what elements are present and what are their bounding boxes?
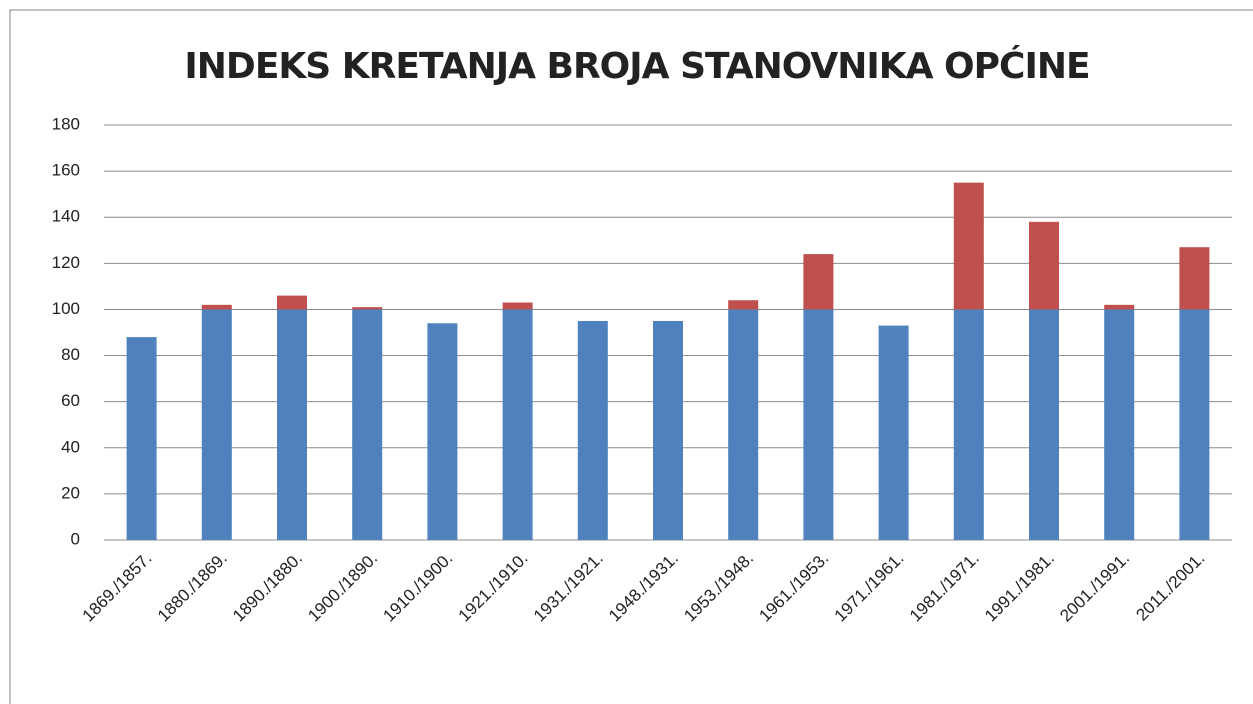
y-tick-label: 20 <box>61 483 80 502</box>
bar-segment <box>352 309 383 540</box>
bar-segment <box>1179 309 1210 540</box>
bar-segment <box>953 182 984 310</box>
bar-segment <box>878 325 909 540</box>
y-tick-label: 160 <box>52 161 80 180</box>
bar-segment <box>728 309 759 540</box>
bar-segment <box>1104 309 1135 540</box>
bar-segment <box>803 254 834 310</box>
y-tick-label: 120 <box>52 253 80 272</box>
bar-segment <box>201 309 232 540</box>
bar-segment <box>577 320 608 540</box>
bar-segment <box>277 295 307 310</box>
bar-segment <box>1029 221 1059 310</box>
bar-segment <box>427 323 458 540</box>
bar-segment <box>803 309 834 540</box>
bar-segment <box>728 300 759 310</box>
chart-title: INDEKS KRETANJA BROJA STANOVNIKA OPĆINE <box>184 45 1089 87</box>
y-tick-label: 180 <box>52 114 80 133</box>
bar-segment <box>653 320 683 540</box>
bar-segment <box>953 309 984 540</box>
y-tick-label: 40 <box>61 437 80 456</box>
y-tick-label: 140 <box>52 207 80 226</box>
y-tick-label: 100 <box>52 299 80 318</box>
bar-segment <box>502 309 533 540</box>
y-tick-label: 80 <box>61 345 80 364</box>
bar-segment <box>1029 309 1059 540</box>
bar-segment <box>352 307 383 310</box>
bar-segment <box>201 304 232 310</box>
bar-segment <box>277 309 307 540</box>
y-tick-label: 60 <box>61 391 80 410</box>
y-tick-label: 0 <box>71 529 80 548</box>
bar-segment <box>1104 304 1135 310</box>
bar-segment <box>1179 247 1210 310</box>
bar-segment <box>502 302 533 310</box>
bar-segment <box>126 337 157 540</box>
